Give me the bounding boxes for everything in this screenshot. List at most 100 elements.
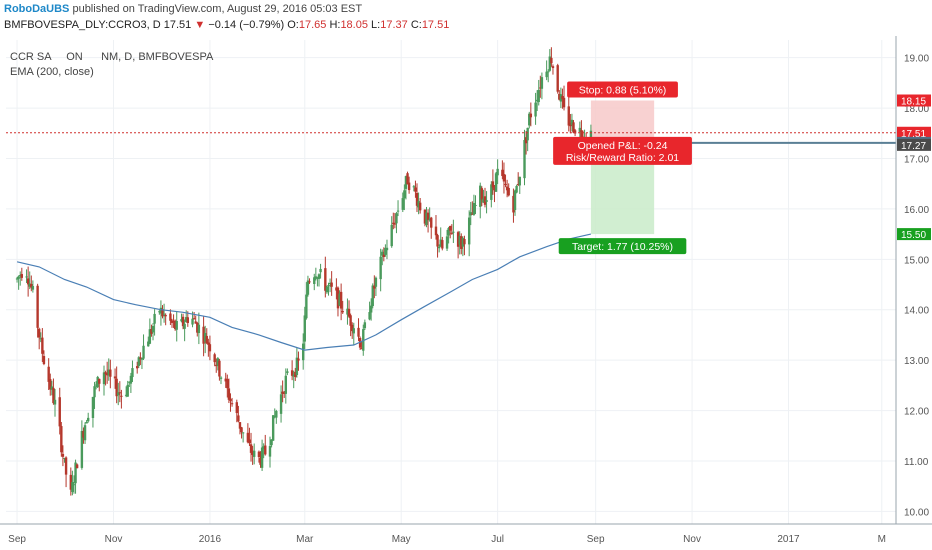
candle-body	[60, 426, 63, 453]
target-price-badge-text: 15.50	[901, 230, 926, 241]
stop-zone[interactable]	[590, 100, 655, 143]
candle	[169, 309, 172, 325]
author-link[interactable]: RoboDaUBS	[4, 3, 70, 15]
candle	[540, 72, 544, 100]
candle-body	[205, 335, 208, 344]
candle	[94, 381, 98, 390]
candle-body	[395, 213, 398, 224]
candle-body	[363, 322, 367, 329]
down-arrow-icon: ▼	[194, 19, 206, 31]
candle	[349, 313, 352, 337]
candle	[547, 69, 550, 83]
candle-body	[131, 368, 134, 378]
candle-body	[196, 322, 199, 333]
candle	[396, 200, 400, 217]
candle-body	[162, 313, 166, 315]
candle	[494, 171, 498, 193]
candle	[85, 419, 88, 424]
candle	[352, 322, 355, 345]
candle	[196, 321, 199, 337]
candle-body	[257, 451, 261, 457]
candle	[172, 314, 175, 328]
candle	[257, 450, 261, 463]
candle-body	[173, 320, 177, 330]
candle-body	[418, 202, 422, 211]
candle	[445, 229, 449, 251]
candle-body	[69, 474, 73, 490]
candle	[515, 184, 518, 194]
candle-body	[501, 169, 504, 176]
candle	[120, 389, 123, 409]
candle	[516, 172, 520, 187]
candle-body	[104, 372, 107, 375]
close-value: 17.51	[421, 19, 450, 31]
candle	[49, 373, 52, 396]
candle-body	[547, 71, 550, 73]
candle-body	[58, 397, 61, 427]
candle	[493, 184, 496, 203]
candle-body	[230, 403, 234, 405]
candle	[205, 328, 208, 345]
candle-body	[175, 321, 178, 330]
publish-info: RoboDaUBS published on TradingView.com, …	[4, 3, 362, 15]
candle	[570, 113, 574, 132]
last-price-badge: 17.51	[897, 126, 931, 140]
candle	[537, 79, 540, 106]
candle-body	[535, 99, 539, 102]
candle	[545, 60, 548, 81]
candle-body	[483, 196, 487, 205]
candle	[467, 210, 471, 257]
stop-label-text: Stop: 0.88 (5.10%)	[579, 85, 667, 97]
candle	[381, 249, 384, 266]
candle-body	[25, 276, 28, 278]
candle-body	[396, 210, 400, 212]
candle-body	[415, 192, 419, 206]
candle-body	[109, 369, 112, 377]
price-chart[interactable]: Stop: 0.88 (5.10%) Opened P&L: -0.24Risk/…	[0, 36, 932, 550]
candle-body	[425, 212, 428, 225]
candle-body	[260, 447, 264, 468]
candle-body	[172, 320, 175, 322]
candle	[270, 439, 273, 448]
candle	[407, 176, 411, 194]
candle-body	[558, 93, 561, 100]
candle	[20, 267, 24, 281]
candle	[485, 191, 488, 214]
candle	[69, 467, 73, 496]
candle-body	[226, 379, 229, 389]
stop-price-badge-bg	[897, 94, 931, 107]
target-label[interactable]: Target: 1.77 (10.25%)	[558, 238, 687, 255]
candle	[226, 374, 229, 398]
target-label-text: Target: 1.77 (10.25%)	[572, 241, 673, 253]
candle-body	[202, 326, 205, 344]
candle	[181, 313, 185, 330]
candle-body	[295, 357, 299, 376]
candle-body	[292, 374, 295, 377]
candle-body	[42, 356, 46, 365]
candle-body	[482, 198, 485, 203]
candle	[360, 340, 363, 350]
candle	[423, 209, 427, 227]
candle	[75, 463, 79, 469]
candle-body	[240, 427, 243, 433]
candle-body	[460, 236, 463, 249]
candle	[295, 348, 299, 378]
candle	[469, 201, 472, 226]
stop-label[interactable]: Stop: 0.88 (5.10%)	[567, 81, 678, 98]
candle-body	[360, 348, 363, 350]
candle-body	[328, 282, 332, 284]
candle	[248, 427, 251, 446]
candle-body	[113, 376, 117, 379]
candle-body	[374, 277, 378, 287]
candle-body	[80, 430, 84, 468]
price-change: −0.14 (−0.79%)	[208, 19, 285, 31]
candle-body	[456, 232, 460, 247]
candle-body	[140, 358, 144, 360]
candle	[430, 216, 433, 239]
candle	[441, 236, 444, 251]
candle	[534, 92, 537, 125]
candle	[426, 209, 430, 233]
candle	[346, 298, 349, 325]
stop-price-badge: 18.15	[897, 94, 931, 108]
